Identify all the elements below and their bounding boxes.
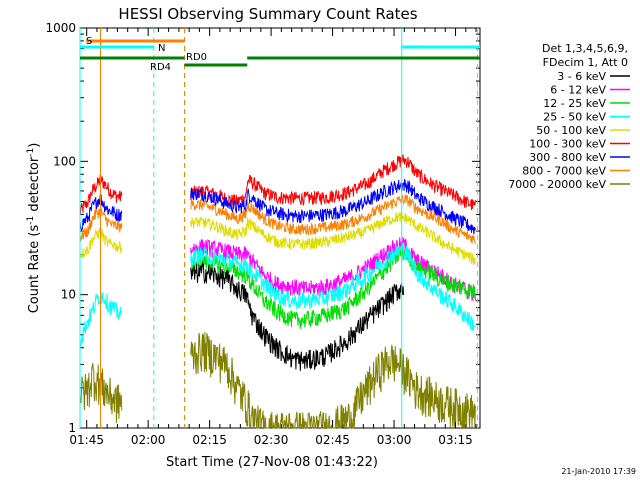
y-axis-title: Count Rate (s-1 detector-1) <box>26 143 42 314</box>
series-line-50-100keV <box>190 211 476 265</box>
legend-entry-label: 7000 - 20000 keV <box>508 178 606 191</box>
x-tick-label: 02:15 <box>192 433 227 447</box>
series-line-800-7000keV <box>190 193 476 245</box>
y-tick-label: 100 <box>53 154 76 168</box>
legend-entry-label: 12 - 25 keV <box>543 97 606 110</box>
legend-entry-label: 6 - 12 keV <box>550 84 606 97</box>
plot-area: 1 10 100 1000 01:45 02:00 02:15 02:30 02:45 03:00… <box>45 21 481 447</box>
x-tick-label: 03:00 <box>377 433 412 447</box>
legend-entry-label: 800 - 7000 keV <box>522 165 606 178</box>
legend: Det 1,3,4,5,6,9, FDecim 1, Att 0 3 - 6 k… <box>508 42 630 191</box>
series-line-12-25keV <box>190 245 476 329</box>
x-tick-label: 02:30 <box>254 433 289 447</box>
flag-label-n: N <box>158 43 165 54</box>
series-line-3-6keV <box>190 262 405 371</box>
legend-header-det: Det 1,3,4,5,6,9, <box>542 42 628 55</box>
flag-label-rd0: RD0 <box>186 52 207 63</box>
chart-title: HESSI Observing Summary Count Rates <box>118 5 417 23</box>
y-tick-label: 10 <box>61 288 76 302</box>
series-line-7000-20000keV <box>190 332 476 429</box>
x-tick-label: 02:45 <box>315 433 350 447</box>
legend-entry-label: 300 - 800 keV <box>529 151 606 164</box>
flag-label-rd4: RD4 <box>150 62 171 73</box>
x-tick-label: 02:00 <box>131 433 166 447</box>
y-tick-label: 1 <box>68 421 76 435</box>
x-axis-title: Start Time (27-Nov-08 01:43:22) <box>166 455 378 470</box>
y-tick-label: 1000 <box>45 21 76 35</box>
x-tick-label: 01:45 <box>69 433 104 447</box>
legend-header-fdecim: FDecim 1, Att 0 <box>543 56 628 69</box>
series-line-300-800keV <box>190 179 476 235</box>
legend-entry-label: 100 - 300 keV <box>529 138 606 151</box>
x-tick-label: 03:15 <box>438 433 473 447</box>
legend-entry-label: 25 - 50 keV <box>543 111 606 124</box>
legend-entry-label: 3 - 6 keV <box>557 70 606 83</box>
flag-label-s: S <box>86 36 92 47</box>
legend-entry-label: 50 - 100 keV <box>536 124 606 137</box>
series-line-25-50keV <box>190 242 476 331</box>
series-line-100-300keV <box>190 154 476 211</box>
footer-timestamp: 21-Jan-2010 17:39 <box>561 467 636 476</box>
